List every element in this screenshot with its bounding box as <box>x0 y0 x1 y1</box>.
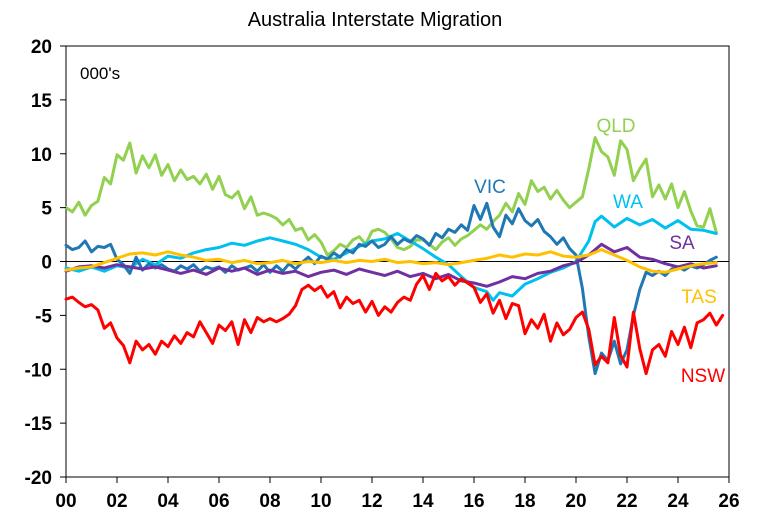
x-tick-label: 26 <box>718 491 739 512</box>
x-tick-label: 04 <box>157 491 179 512</box>
x-tick-label: 22 <box>616 491 637 512</box>
series-label-qld: QLD <box>596 116 635 137</box>
x-tick-label: 00 <box>55 491 76 512</box>
series-labels: QLD VIC WA SA TAS NSW <box>474 116 725 387</box>
y-tick-label: -15 <box>25 414 53 435</box>
y-tick-label: -10 <box>25 360 52 381</box>
x-tick-label: 24 <box>667 491 689 512</box>
x-tick-label: 14 <box>412 491 434 512</box>
series-line-tas <box>64 248 718 274</box>
x-tick-label: 06 <box>208 491 229 512</box>
y-tick-label: -5 <box>35 306 52 327</box>
series-line-wa <box>64 214 718 302</box>
y-tick-label: 0 <box>41 253 52 274</box>
y-tick-label: 20 <box>31 37 52 58</box>
x-tick-label: 20 <box>565 491 586 512</box>
y-tick-label: 10 <box>31 145 52 166</box>
unit-label: 000's <box>80 64 120 83</box>
x-tick-label: 12 <box>361 491 382 512</box>
series-layer <box>64 136 725 376</box>
chart-title: Australia Interstate Migration <box>248 9 503 31</box>
x-tick-label: 16 <box>463 491 484 512</box>
series-line-nsw <box>64 271 725 376</box>
series-label-vic: VIC <box>474 177 506 198</box>
y-tick-label: -20 <box>25 468 52 489</box>
series-label-sa: SA <box>669 233 695 254</box>
series-label-wa: WA <box>613 192 643 213</box>
x-tick-label: 08 <box>259 491 280 512</box>
series-line-sa <box>64 242 718 288</box>
y-tick-label: 15 <box>31 91 53 112</box>
series-label-nsw: NSW <box>681 366 725 387</box>
x-tick-label: 18 <box>514 491 535 512</box>
y-tick-label: 5 <box>41 199 52 220</box>
x-tick-label: 10 <box>310 491 331 512</box>
series-label-tas: TAS <box>681 287 717 308</box>
x-tick-label: 02 <box>106 491 127 512</box>
